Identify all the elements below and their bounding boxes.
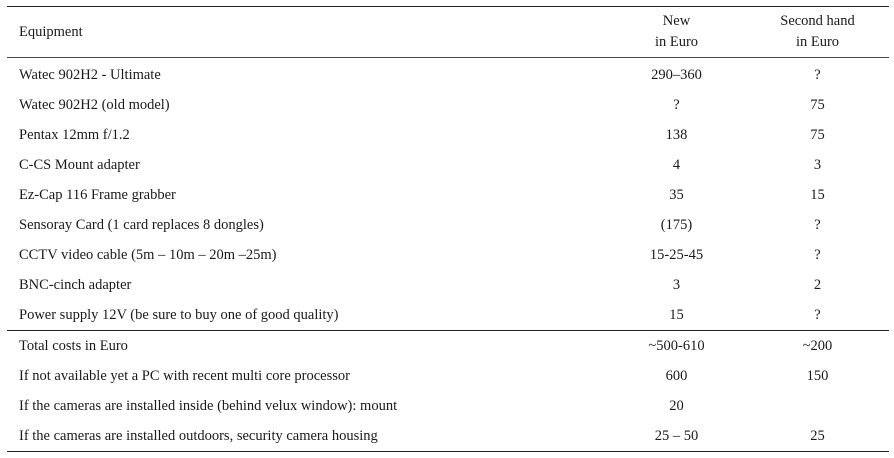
totals-body: Total costs in Euro ~500-610 ~200 If not… xyxy=(7,331,889,451)
totals-new-price: 25 – 50 xyxy=(654,427,699,444)
totals-second-price: ~200 xyxy=(802,337,833,354)
item-name: Watec 902H2 - Ultimate xyxy=(19,66,161,83)
table-row: C-CS Mount adapter 4 3 xyxy=(7,150,889,180)
item-new-price: 138 xyxy=(665,126,688,143)
item-new-price: 15-25-45 xyxy=(649,246,704,263)
totals-row: Total costs in Euro ~500-610 ~200 xyxy=(7,331,889,361)
totals-name: If not available yet a PC with recent mu… xyxy=(19,367,350,384)
totals-second-price: 25 xyxy=(810,427,825,444)
item-name: CCTV video cable (5m – 10m – 20m –25m) xyxy=(19,246,277,263)
table-header-row: Equipment New in Euro Second hand in Eur… xyxy=(7,7,889,57)
totals-name: If the cameras are installed outdoors, s… xyxy=(19,427,378,444)
item-new-price: 4 xyxy=(672,156,681,173)
table-row: CCTV video cable (5m – 10m – 20m –25m) 1… xyxy=(7,240,889,270)
totals-name: If the cameras are installed inside (beh… xyxy=(19,397,398,414)
header-second-line1: Second hand xyxy=(780,13,855,29)
item-second-price: ? xyxy=(814,246,821,263)
header-new: New in Euro xyxy=(607,11,746,53)
table-row: Watec 902H2 - Ultimate 290–360 ? xyxy=(7,60,889,90)
item-new-price: 290–360 xyxy=(651,66,702,83)
header-equipment: Equipment xyxy=(19,23,83,40)
totals-row: If the cameras are installed inside (beh… xyxy=(7,391,889,421)
item-name: Pentax 12mm f/1.2 xyxy=(19,126,130,143)
item-second-price: 15 xyxy=(810,186,825,203)
totals-name: Total costs in Euro xyxy=(19,337,128,354)
item-new-price: 35 xyxy=(669,186,684,203)
item-name: Watec 902H2 (old model) xyxy=(19,96,170,113)
item-second-price: ? xyxy=(814,66,821,83)
header-new-line1: New xyxy=(662,13,691,29)
table-row: Watec 902H2 (old model) ? 75 xyxy=(7,90,889,120)
item-second-price: ? xyxy=(814,216,821,233)
totals-rule xyxy=(7,330,889,331)
totals-row: If the cameras are installed outdoors, s… xyxy=(7,421,889,451)
header-second-line2: in Euro xyxy=(795,34,840,50)
item-name: Power supply 12V (be sure to buy one of … xyxy=(19,306,339,323)
item-name: C-CS Mount adapter xyxy=(19,156,140,173)
totals-new-price: 600 xyxy=(665,367,688,384)
table-row: Pentax 12mm f/1.2 138 75 xyxy=(7,120,889,150)
table-row: Sensoray Card (1 card replaces 8 dongles… xyxy=(7,210,889,240)
item-new-price: ? xyxy=(673,96,680,113)
totals-new-price: 20 xyxy=(669,397,684,414)
equipment-cost-table: Equipment New in Euro Second hand in Eur… xyxy=(7,6,889,452)
header-rule xyxy=(7,57,889,58)
top-rule xyxy=(7,6,889,7)
item-second-price: 3 xyxy=(813,156,822,173)
table-row: Power supply 12V (be sure to buy one of … xyxy=(7,300,889,330)
bottom-rule xyxy=(7,451,889,452)
item-new-price: (175) xyxy=(660,216,693,233)
item-second-price: 75 xyxy=(810,96,825,113)
item-second-price: ? xyxy=(814,306,821,323)
item-name: Ez-Cap 116 Frame grabber xyxy=(19,186,176,203)
totals-row: If not available yet a PC with recent mu… xyxy=(7,361,889,391)
item-second-price: 75 xyxy=(810,126,825,143)
totals-second-price: 150 xyxy=(806,367,829,384)
item-second-price: 2 xyxy=(813,276,822,293)
item-name: Sensoray Card (1 card replaces 8 dongles… xyxy=(19,216,264,233)
totals-new-price: ~500-610 xyxy=(648,337,705,354)
items-body: Watec 902H2 - Ultimate 290–360 ? Watec 9… xyxy=(7,58,889,330)
table-row: BNC-cinch adapter 3 2 xyxy=(7,270,889,300)
header-second-hand: Second hand in Euro xyxy=(746,11,889,53)
header-new-line2: in Euro xyxy=(654,34,699,50)
item-new-price: 3 xyxy=(672,276,681,293)
table-row: Ez-Cap 116 Frame grabber 35 15 xyxy=(7,180,889,210)
item-name: BNC-cinch adapter xyxy=(19,276,132,293)
item-new-price: 15 xyxy=(669,306,684,323)
